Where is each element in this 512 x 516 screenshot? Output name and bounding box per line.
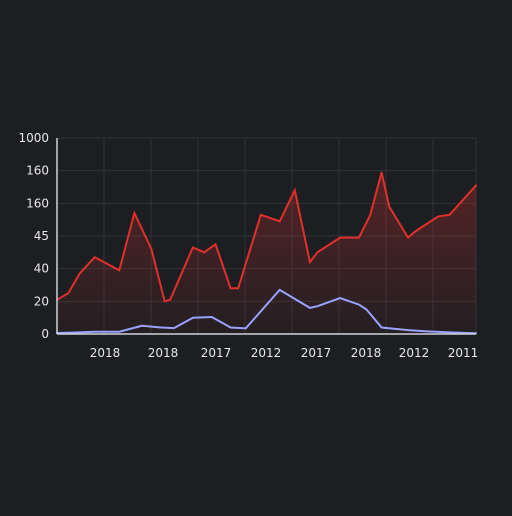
series-0-point [118,269,120,271]
series-0-point [339,237,341,239]
x-tick-label: 2017 [201,346,232,360]
y-tick-label: 45 [34,229,49,243]
series-0-point [192,246,194,249]
series-0-point [79,272,81,275]
series-0-point [448,214,451,216]
series-0-point [214,243,217,245]
series-0-point [237,287,239,289]
series-0-point [437,215,439,217]
series-1-point [316,305,319,307]
series-1-line [56,288,477,335]
series-0-point [279,220,281,222]
x-tick-label: 2018 [351,346,382,360]
tick-label-layer: 0 20 40 45 160 160 1000 2018 2018 2017 2012 2017 201… [18,131,478,360]
series-0-point [67,292,69,294]
series-0-point [309,261,311,263]
series-1-point [426,330,428,332]
series-0-point [94,256,96,258]
series-1-point [365,308,368,311]
series-0-point [260,214,262,216]
series-0-point [369,214,371,216]
series-0-point [169,299,171,301]
series-0-point [230,287,232,289]
y-tick-label: 0 [41,327,49,341]
axis-layer [56,138,476,335]
x-tick-label: 2011 [448,346,479,360]
series-1-point [339,297,341,299]
series-0-point [163,300,166,302]
series-1-point [79,331,81,333]
series-0-point [358,237,360,239]
series-1-point [211,316,213,318]
y-tick-label: 20 [34,294,49,308]
x-tick-label: 2012 [399,346,430,360]
series-0-point [407,237,409,239]
series-1-point [407,329,409,331]
series-0-point [133,212,135,214]
series-0-area [57,172,476,334]
series-1-point [192,317,194,319]
series-0-point [381,171,383,173]
series-0-point [415,230,417,232]
series-0-point [203,251,205,253]
series-0-point [388,206,390,208]
x-tick-label: 2018 [90,346,121,360]
series-0-point [316,251,319,253]
series-0-point [347,237,349,239]
series-1-point [381,326,383,329]
series-1-point [160,326,162,329]
series-1-point [141,325,143,327]
series-1-point [94,331,96,333]
series-0-line [56,172,477,303]
series-layer [56,171,477,335]
series-1-point [230,326,232,329]
series-1-point [118,331,120,333]
x-tick-label: 2012 [251,346,282,360]
series-1-point [448,331,451,333]
x-tick-label: 2017 [301,346,332,360]
y-tick-label: 1000 [18,131,49,145]
series-1-point [279,289,281,291]
series-0-point [150,248,152,250]
y-tick-label: 160 [26,164,49,178]
series-1-point [309,307,311,309]
x-tick-label: 2018 [148,346,179,360]
y-tick-label: 40 [34,262,49,276]
y-tick-label: 160 [26,196,49,210]
series-1-point [173,327,175,329]
series-0-point [475,184,477,186]
series-1-point [358,304,360,306]
series-0-point [294,189,296,191]
series-1-point [245,327,247,330]
